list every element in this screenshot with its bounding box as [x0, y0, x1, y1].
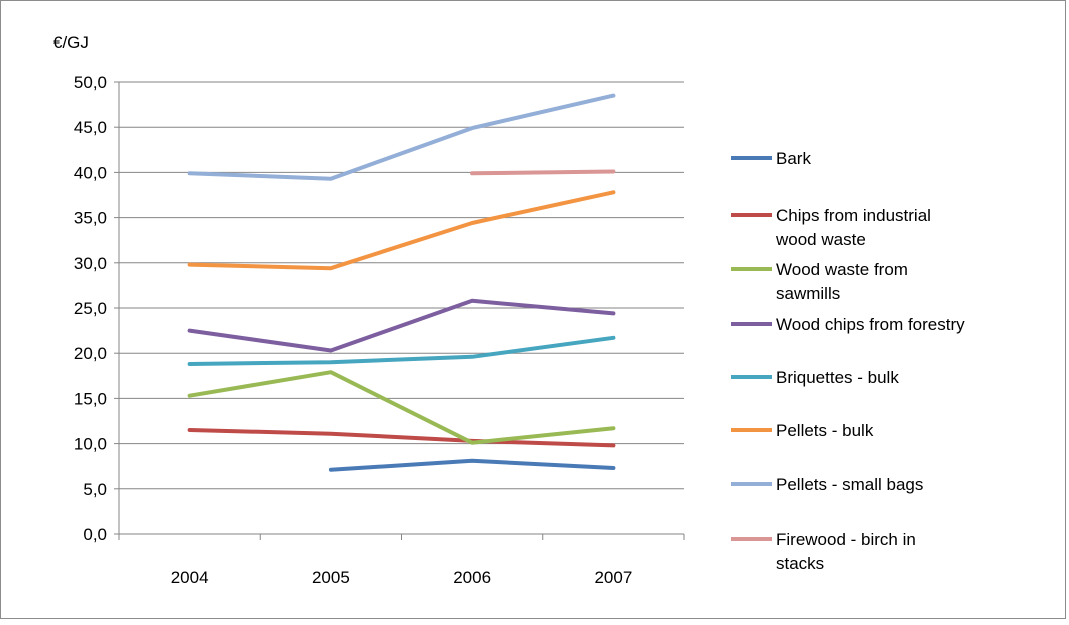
x-tick-labels: 2004 2005 2006 2007 [171, 568, 633, 587]
legend-label: Pellets - small bags [776, 475, 923, 494]
series-line-briquettes-bulk [187, 335, 616, 366]
y-tick-label: 0,0 [83, 525, 107, 544]
series-line-pellets-small-bags [187, 93, 616, 181]
legend-label: Bark [776, 149, 811, 168]
x-tick-label: 2006 [453, 568, 491, 587]
y-tick-label: 35,0 [74, 209, 107, 228]
axes [114, 81, 685, 540]
series-line-chips-from-industrial-wood-waste [187, 428, 616, 448]
series-lines [187, 93, 616, 472]
y-tick-label: 25,0 [74, 299, 107, 318]
y-tick-labels: 0,0 5,0 10,0 15,0 20,0 25,0 30,0 35,0 40,0 45,0 50… [74, 73, 107, 544]
legend-label: Wood waste from [776, 260, 908, 279]
legend-label: Chips from industrial [776, 206, 931, 225]
x-tick-label: 2004 [171, 568, 209, 587]
legend-label: stacks [776, 554, 824, 573]
y-tick-label: 20,0 [74, 344, 107, 363]
legend-label: wood waste [775, 230, 866, 249]
y-tick-label: 50,0 [74, 73, 107, 92]
series-line-wood-chips-from-forestry [187, 298, 616, 353]
legend-label: Pellets - bulk [776, 421, 874, 440]
x-tick-label: 2007 [594, 568, 632, 587]
legend: Bark Chips from industrial wood waste Wood … [731, 149, 965, 573]
series-line-wood-waste-from-sawmills [187, 370, 616, 445]
y-tick-label: 30,0 [74, 254, 107, 273]
y-tick-label: 45,0 [74, 118, 107, 137]
legend-label: Briquettes - bulk [776, 368, 899, 387]
series-line-firewood-birch-in-stacks [470, 169, 616, 176]
y-axis-unit-label: €/GJ [53, 33, 89, 52]
legend-label: Firewood - birch in [776, 530, 916, 549]
gridlines [119, 81, 684, 490]
y-tick-label: 40,0 [74, 163, 107, 182]
legend-label: sawmills [776, 284, 840, 303]
series-line-bark [328, 458, 616, 472]
series-line-pellets-bulk [187, 190, 616, 271]
y-tick-label: 10,0 [74, 435, 107, 454]
y-tick-label: 15,0 [74, 389, 107, 408]
x-tick-label: 2005 [312, 568, 350, 587]
legend-label: Wood chips from forestry [776, 315, 965, 334]
y-tick-label: 5,0 [83, 480, 107, 499]
